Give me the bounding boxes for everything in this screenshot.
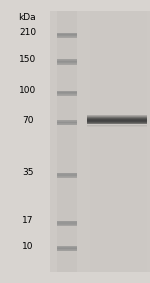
FancyBboxPatch shape (87, 123, 147, 124)
FancyBboxPatch shape (57, 91, 76, 92)
FancyBboxPatch shape (57, 247, 76, 248)
FancyBboxPatch shape (57, 34, 76, 35)
FancyBboxPatch shape (57, 93, 76, 94)
FancyBboxPatch shape (57, 33, 76, 34)
FancyBboxPatch shape (57, 173, 76, 174)
FancyBboxPatch shape (57, 224, 76, 225)
FancyBboxPatch shape (87, 117, 147, 118)
FancyBboxPatch shape (87, 123, 147, 124)
FancyBboxPatch shape (87, 120, 147, 121)
FancyBboxPatch shape (87, 119, 147, 120)
FancyBboxPatch shape (57, 222, 76, 223)
FancyBboxPatch shape (87, 118, 147, 119)
FancyBboxPatch shape (87, 115, 147, 116)
FancyBboxPatch shape (87, 115, 147, 116)
FancyBboxPatch shape (87, 122, 147, 123)
FancyBboxPatch shape (57, 95, 76, 96)
Text: 100: 100 (19, 86, 36, 95)
FancyBboxPatch shape (87, 119, 147, 120)
FancyBboxPatch shape (87, 117, 147, 118)
FancyBboxPatch shape (57, 248, 76, 249)
Text: 70: 70 (22, 116, 33, 125)
FancyBboxPatch shape (57, 60, 76, 61)
FancyBboxPatch shape (57, 246, 76, 247)
FancyBboxPatch shape (57, 37, 76, 38)
FancyBboxPatch shape (87, 118, 147, 119)
FancyBboxPatch shape (87, 124, 147, 125)
FancyBboxPatch shape (87, 120, 147, 121)
FancyBboxPatch shape (87, 122, 147, 123)
Text: 150: 150 (19, 55, 36, 64)
FancyBboxPatch shape (57, 177, 76, 178)
FancyBboxPatch shape (87, 121, 147, 122)
FancyBboxPatch shape (57, 59, 76, 60)
FancyBboxPatch shape (57, 250, 76, 251)
FancyBboxPatch shape (57, 35, 76, 36)
FancyBboxPatch shape (57, 175, 76, 176)
FancyBboxPatch shape (57, 64, 76, 65)
FancyBboxPatch shape (57, 225, 76, 226)
FancyBboxPatch shape (57, 176, 76, 177)
Text: 17: 17 (22, 216, 33, 225)
FancyBboxPatch shape (90, 11, 147, 272)
FancyBboxPatch shape (57, 121, 76, 122)
FancyBboxPatch shape (57, 11, 76, 272)
FancyBboxPatch shape (87, 116, 147, 117)
FancyBboxPatch shape (87, 116, 147, 117)
Text: 35: 35 (22, 168, 33, 177)
FancyBboxPatch shape (87, 125, 147, 126)
FancyBboxPatch shape (50, 11, 150, 272)
FancyBboxPatch shape (57, 221, 76, 222)
Text: kDa: kDa (18, 13, 36, 22)
Text: 210: 210 (19, 28, 36, 37)
FancyBboxPatch shape (87, 124, 147, 125)
FancyBboxPatch shape (57, 61, 76, 62)
FancyBboxPatch shape (57, 92, 76, 93)
FancyBboxPatch shape (57, 122, 76, 123)
FancyBboxPatch shape (57, 249, 76, 250)
FancyBboxPatch shape (57, 223, 76, 224)
FancyBboxPatch shape (57, 63, 76, 64)
FancyBboxPatch shape (57, 174, 76, 175)
FancyBboxPatch shape (57, 120, 76, 121)
FancyBboxPatch shape (57, 124, 76, 125)
FancyBboxPatch shape (57, 123, 76, 124)
Text: 10: 10 (22, 242, 33, 251)
FancyBboxPatch shape (87, 121, 147, 122)
FancyBboxPatch shape (57, 62, 76, 63)
